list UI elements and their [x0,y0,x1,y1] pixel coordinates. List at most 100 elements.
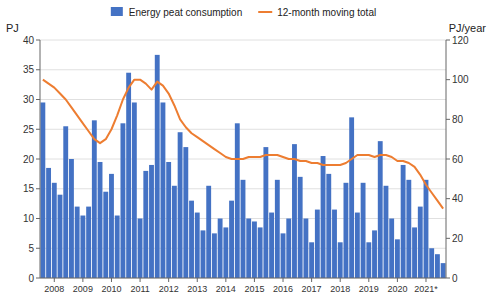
bar [269,213,274,278]
bar [258,227,263,278]
bar [263,147,268,278]
bar [338,242,343,278]
x-tick-label: 2021* [414,284,438,294]
bar [201,230,206,278]
bar [69,159,74,278]
legend: Energy peat consumption12-month moving t… [111,7,376,18]
x-tick [368,278,369,282]
y-tick [36,40,40,41]
bar [281,233,286,278]
bar [315,210,320,278]
bar [429,248,434,278]
bar [275,180,280,278]
y2-tick [446,238,450,239]
x-tick [54,278,55,282]
bar [63,126,68,278]
y2-tick [446,159,450,160]
bar [246,219,251,279]
y2-axis [446,40,447,278]
bar [418,207,423,278]
x-tick [168,278,169,282]
x-tick [140,278,141,282]
bar [435,254,440,278]
y-tick [36,99,40,100]
y2-tick [446,278,450,279]
x-axis [40,278,446,279]
x-tick-label: 2008 [44,284,64,294]
bar [40,102,45,278]
bar [235,123,240,278]
line [43,80,443,209]
bar [161,102,166,278]
bar [349,117,354,278]
bar [424,180,429,278]
bar [241,180,246,278]
bar [395,239,400,278]
bar [86,207,91,278]
y2-tick-label: 0 [452,273,458,284]
y-tick [36,218,40,219]
grid-line [40,278,446,279]
bar [58,195,63,278]
bar [109,174,114,278]
legend-swatch [258,11,272,13]
y-axis-label: PJ [6,22,19,34]
x-tick-label: 2009 [73,284,93,294]
bar [401,165,406,278]
bar [372,230,377,278]
bar [183,147,188,278]
y2-tick-label: 40 [452,193,464,204]
x-tick [225,278,226,282]
bar [132,102,137,278]
bar [189,201,194,278]
y2-tick-label: 120 [452,35,469,46]
x-tick [340,278,341,282]
y-tick [36,69,40,70]
y-tick-label: 0 [28,273,34,284]
bar [143,171,148,278]
bar [80,216,85,278]
bar [75,207,80,278]
bar [298,177,303,278]
bar [52,183,57,278]
bar [178,132,183,278]
x-tick-label: 2011 [130,284,149,294]
bar [120,123,125,278]
y-tick-label: 40 [23,35,35,46]
y-tick-label: 25 [23,124,35,135]
bar [309,242,314,278]
x-tick [197,278,198,282]
y-tick [36,188,40,189]
bar [138,219,143,279]
x-tick [311,278,312,282]
y-tick-label: 5 [28,243,34,254]
bar [252,221,257,278]
x-tick-label: 2013 [187,284,207,294]
y-tick-label: 30 [23,94,35,105]
grid-line [40,69,446,70]
bar [212,233,217,278]
grid-line [40,99,446,100]
y2-tick [446,79,450,80]
x-tick [111,278,112,282]
bar [172,186,177,278]
bar [326,174,331,278]
bar [441,263,446,278]
grid-line [40,40,446,41]
bar [229,201,234,278]
bar [103,192,108,278]
chart: 0510152025303540020406080100120200820092… [0,0,492,304]
x-tick-label: 2015 [244,284,264,294]
plot-area [40,55,445,278]
x-tick-label: 2018 [330,284,350,294]
bar [115,216,120,278]
bar [406,180,411,278]
bar [149,165,154,278]
y-tick-label: 10 [23,213,35,224]
bar [155,55,160,278]
y2-tick-label: 100 [452,74,469,85]
x-tick [397,278,398,282]
bar [92,120,97,278]
bar [355,213,360,278]
x-tick [425,278,426,282]
